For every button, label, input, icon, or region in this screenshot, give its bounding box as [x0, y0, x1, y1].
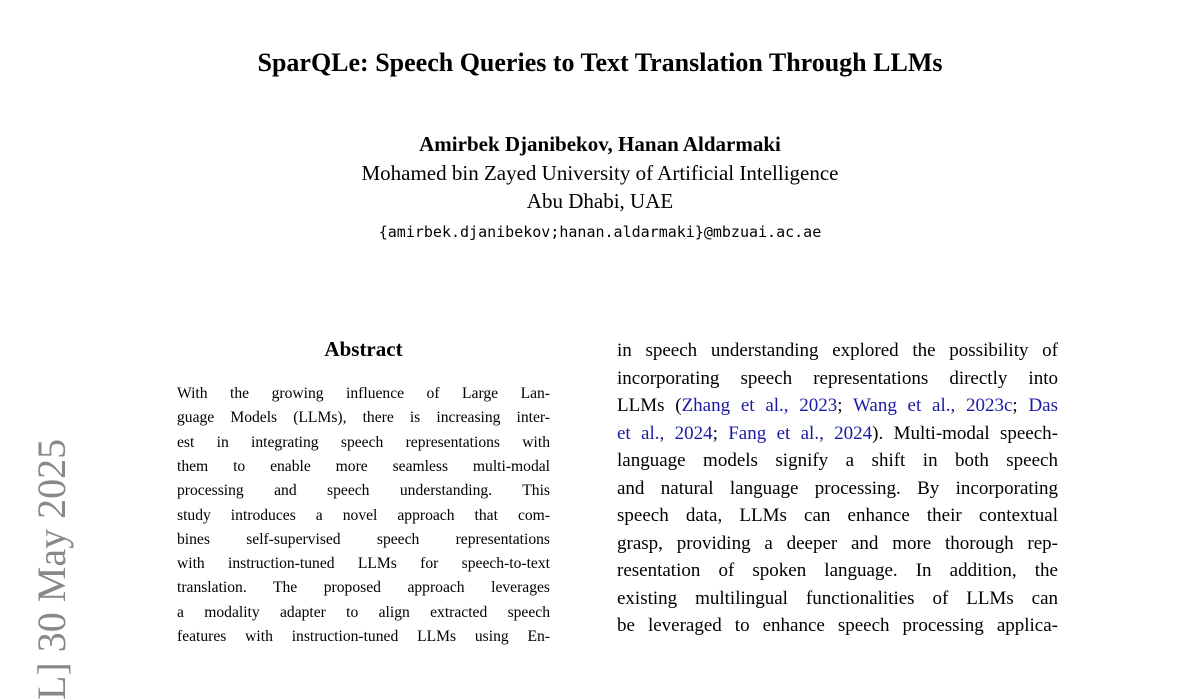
body-line: speech data, LLMs can enhance their cont… [617, 503, 1058, 529]
body-line: grasp, providing a deeper and more thoro… [617, 531, 1058, 557]
abstract-heading: Abstract [324, 337, 403, 361]
abstract-line: them to enable more seamless multi-modal [177, 457, 550, 475]
arxiv-id: L] 30 May 2025 [29, 438, 74, 700]
body-line: in speech understanding explored the pos… [617, 338, 1058, 364]
page: L] 30 May 2025 SparQLe: Speech Queries t… [29, 48, 1059, 700]
body-text-span: ). Multi-modal speech- [872, 422, 1058, 444]
paper-title: SparQLe: Speech Queries to Text Translat… [257, 48, 943, 77]
affiliation: Mohamed bin Zayed University of Artifici… [361, 161, 839, 185]
body-line: language models signify a shift in both … [617, 448, 1058, 474]
body-text-span: language models signify a shift in both … [617, 450, 1058, 471]
body-text-span: incorporating speech representations dir… [617, 367, 1058, 389]
abstract-line: a modality adapter to align extracted sp… [177, 603, 550, 621]
location: Abu Dhabi, UAE [526, 189, 674, 213]
abstract-line: processing and speech understanding. Thi… [177, 482, 550, 500]
body-text-span: and natural language processing. By inco… [617, 477, 1058, 499]
abstract-line: bines self-supervised speech representat… [177, 530, 550, 548]
abstract-line: With the growing influence of Large Lan- [177, 385, 550, 402]
authors: Amirbek Djanibekov, Hanan Aldarmaki [419, 132, 781, 156]
citation-link[interactable]: Das [1028, 395, 1059, 416]
body-text-span: grasp, providing a deeper and more thoro… [617, 532, 1058, 554]
email: {amirbek.djanibekov;hanan.aldarmaki}@mbz… [378, 223, 822, 241]
citation-link[interactable]: Wang et al., 2023c [852, 395, 1013, 416]
body-text-span: ; [837, 395, 853, 416]
body-text-span: ; [1012, 395, 1029, 416]
body-line: LLMs (Zhang et al., 2023; Wang et al., 2… [617, 393, 1058, 419]
abstract-line: features with instruction-tuned LLMs usi… [177, 628, 550, 645]
body-line: resentation of spoken language. In addit… [617, 558, 1058, 584]
body-line: incorporating speech representations dir… [617, 366, 1058, 392]
abstract-line: with instruction-tuned LLMs for speech-t… [177, 555, 550, 573]
body-text-span: LLMs ( [617, 395, 682, 416]
body-text-span: ; [712, 422, 729, 444]
body-line: be leveraged to enhance speech processin… [617, 613, 1058, 639]
body-text-span: existing multilingual functionalities of… [617, 587, 1058, 609]
abstract-line: guage Models (LLMs), there is increasing… [177, 409, 550, 427]
body-line: existing multilingual functionalities of… [617, 586, 1058, 612]
body-line: and natural language processing. By inco… [617, 476, 1058, 502]
abstract-line: translation. The proposed approach lever… [177, 579, 550, 597]
citation-link[interactable]: Fang et al., 2024 [728, 422, 873, 444]
citation-link[interactable]: Zhang et al., 2023 [681, 395, 838, 416]
body-text-span: resentation of spoken language. In addit… [617, 560, 1058, 581]
body-text-span: be leveraged to enhance speech processin… [617, 615, 1058, 636]
citation-link[interactable]: et al., 2024 [617, 422, 713, 444]
body-text-span: speech data, LLMs can enhance their cont… [617, 505, 1058, 526]
abstract-line: est in integrating speech representation… [177, 433, 550, 451]
body-text-span: in speech understanding explored the pos… [617, 340, 1058, 361]
body-line: et al., 2024; Fang et al., 2024). Multi-… [617, 421, 1058, 447]
abstract-line: study introduces a novel approach that c… [177, 506, 550, 524]
